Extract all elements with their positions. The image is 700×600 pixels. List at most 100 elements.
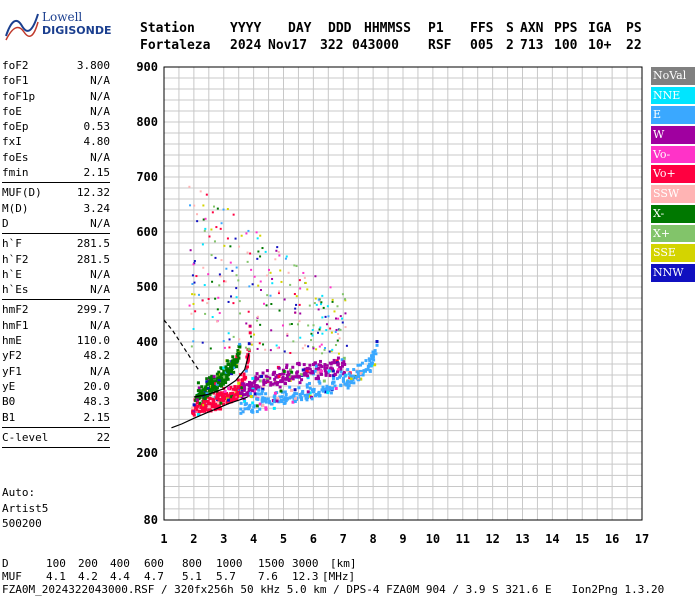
auto-program: Artist5 (2, 501, 49, 515)
echo-pixel (275, 249, 278, 252)
x-tick-label: 1 (160, 532, 167, 546)
echo-pixel (338, 328, 341, 331)
echo-pixel (336, 305, 339, 308)
header-value: 005 (470, 38, 494, 53)
echo-pixel (223, 346, 226, 349)
echo-pixel (258, 402, 262, 406)
echo-pixel (262, 378, 266, 382)
param-label: fmin (2, 166, 29, 180)
echo-pixel (306, 376, 310, 380)
echo-pixel (219, 275, 222, 278)
echo-pixel (198, 389, 202, 393)
echo-pixel (205, 382, 209, 386)
echo-pixel (310, 371, 314, 375)
echo-pixel (234, 392, 238, 396)
echo-pixel (299, 287, 302, 290)
echo-pixel (325, 384, 329, 388)
echo-pixel (275, 374, 279, 378)
echo-pixel (321, 332, 324, 335)
echo-pixel (329, 286, 332, 289)
echo-pixel (200, 385, 204, 389)
echo-pixel (331, 298, 334, 301)
echo-pixel (210, 375, 214, 379)
echo-pixel (263, 397, 267, 401)
echo-pixel (240, 395, 244, 399)
echo-pixel (316, 371, 320, 375)
echo-pixel (212, 376, 216, 380)
echo-pixel (233, 385, 237, 389)
echo-pixel (247, 310, 250, 313)
echo-pixel (290, 370, 294, 374)
x-tick-label: 11 (456, 532, 470, 546)
echo-pixel (261, 385, 265, 389)
echo-pixel (297, 374, 301, 378)
echo-pixel (305, 369, 309, 373)
param-label: h`E (2, 267, 22, 281)
echo-pixel (322, 387, 326, 391)
echo-pixel (350, 374, 354, 378)
echo-pixel (284, 393, 288, 397)
param-value: 48.2 (83, 349, 111, 363)
echo-pixel (211, 211, 214, 214)
echo-pixel (253, 392, 257, 396)
echo-pixel (296, 323, 299, 326)
echo-pixel (306, 396, 310, 400)
header-value: 22 (626, 38, 642, 53)
echo-pixel (278, 346, 281, 349)
echo-pixel (276, 246, 279, 249)
echo-pixel (314, 377, 318, 381)
echo-pixel (212, 375, 216, 379)
echo-pixel (217, 370, 221, 374)
param-value: N/A (90, 89, 110, 103)
echo-pixel (232, 358, 236, 362)
echo-pixel (235, 360, 239, 364)
echo-pixel (273, 400, 277, 404)
echo-pixel (208, 387, 212, 391)
echo-pixel (273, 377, 277, 381)
echo-pixel (223, 392, 227, 396)
echo-pixel (262, 380, 266, 384)
echo-pixel (267, 401, 271, 405)
echo-pixel (314, 369, 318, 373)
echo-pixel (210, 386, 214, 390)
echo-pixel (303, 393, 307, 397)
echo-pixel (213, 385, 217, 389)
echo-pixel (192, 403, 196, 407)
echo-pixel (327, 388, 331, 392)
echo-pixel (297, 386, 301, 390)
echo-pixel (286, 370, 290, 374)
echo-pixel (259, 323, 262, 326)
echo-pixel (236, 354, 240, 358)
echo-pixel (236, 378, 240, 382)
echo-pixel (215, 372, 219, 376)
echo-pixel (250, 384, 254, 388)
echo-pixel (222, 402, 226, 406)
echo-pixel (205, 392, 209, 396)
echo-pixel (262, 343, 265, 346)
echo-pixel (216, 407, 220, 411)
echo-pixel (315, 364, 319, 368)
echo-pixel (278, 395, 282, 399)
echo-pixel (253, 333, 256, 336)
echo-pixel (224, 381, 228, 385)
echo-pixel (193, 262, 196, 265)
param-label: yE (2, 379, 16, 393)
echo-pixel (352, 381, 356, 385)
echo-pixel (193, 204, 196, 207)
param-value: 0.53 (83, 120, 111, 134)
echo-pixel (221, 376, 225, 380)
echo-pixel (271, 277, 274, 280)
echo-pixel (230, 362, 234, 366)
echo-pixel (334, 344, 337, 347)
header-label: PPS (554, 21, 578, 36)
echo-pixel (225, 393, 229, 397)
echo-pixel (305, 383, 309, 387)
echo-pixel (297, 363, 301, 367)
param-label: D (2, 216, 9, 230)
footer-value: 3000 (292, 557, 319, 570)
echo-pixel (325, 329, 328, 332)
echo-pixel (200, 390, 204, 394)
echo-pixel (238, 342, 242, 346)
footer-distance-row: D 100 200 400 600 800 1000 1500 3000 [km] (2, 557, 698, 570)
echo-pixel (326, 391, 330, 395)
